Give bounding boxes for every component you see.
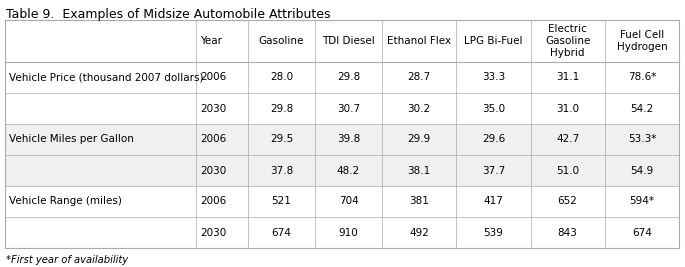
Text: 38.1: 38.1 bbox=[408, 166, 431, 175]
Text: 28.0: 28.0 bbox=[270, 73, 293, 83]
Text: 2030: 2030 bbox=[200, 104, 226, 113]
Text: 594*: 594* bbox=[630, 197, 654, 206]
Text: 29.8: 29.8 bbox=[270, 104, 293, 113]
Text: 910: 910 bbox=[338, 227, 358, 238]
Text: Vehicle Price (thousand 2007 dollars): Vehicle Price (thousand 2007 dollars) bbox=[9, 73, 203, 83]
Text: Vehicle Miles per Gallon: Vehicle Miles per Gallon bbox=[9, 135, 134, 144]
Text: 2030: 2030 bbox=[200, 227, 226, 238]
Text: 42.7: 42.7 bbox=[556, 135, 580, 144]
Text: 28.7: 28.7 bbox=[408, 73, 431, 83]
Text: Gasoline: Gasoline bbox=[259, 36, 304, 46]
Text: Vehicle Range (miles): Vehicle Range (miles) bbox=[9, 197, 122, 206]
Text: 539: 539 bbox=[484, 227, 503, 238]
Text: 51.0: 51.0 bbox=[556, 166, 580, 175]
Text: 2030: 2030 bbox=[200, 166, 226, 175]
Text: 35.0: 35.0 bbox=[482, 104, 505, 113]
Text: *First year of availability: *First year of availability bbox=[6, 255, 128, 265]
Text: 48.2: 48.2 bbox=[337, 166, 360, 175]
Text: 31.0: 31.0 bbox=[556, 104, 580, 113]
Text: 54.9: 54.9 bbox=[630, 166, 653, 175]
Text: Ethanol Flex: Ethanol Flex bbox=[387, 36, 451, 46]
Text: 2006: 2006 bbox=[200, 73, 226, 83]
Text: TDI Diesel: TDI Diesel bbox=[322, 36, 375, 46]
Text: 37.7: 37.7 bbox=[482, 166, 505, 175]
Text: 674: 674 bbox=[271, 227, 291, 238]
Text: Fuel Cell
Hydrogen: Fuel Cell Hydrogen bbox=[616, 30, 667, 52]
Text: 521: 521 bbox=[271, 197, 291, 206]
Text: 29.5: 29.5 bbox=[270, 135, 293, 144]
Text: 492: 492 bbox=[409, 227, 429, 238]
Text: 652: 652 bbox=[558, 197, 577, 206]
Text: LPG Bi-Fuel: LPG Bi-Fuel bbox=[464, 36, 523, 46]
Text: 30.7: 30.7 bbox=[337, 104, 360, 113]
Text: Electric
Gasoline
Hybrid: Electric Gasoline Hybrid bbox=[545, 24, 590, 58]
Text: 78.6*: 78.6* bbox=[627, 73, 656, 83]
Text: 29.8: 29.8 bbox=[337, 73, 360, 83]
Text: 381: 381 bbox=[409, 197, 429, 206]
Text: 674: 674 bbox=[632, 227, 652, 238]
Bar bbox=[5, 155, 679, 186]
Text: 704: 704 bbox=[338, 197, 358, 206]
Text: 29.9: 29.9 bbox=[408, 135, 431, 144]
Text: 39.8: 39.8 bbox=[337, 135, 360, 144]
Text: 843: 843 bbox=[558, 227, 577, 238]
Text: 2006: 2006 bbox=[200, 197, 226, 206]
Text: 417: 417 bbox=[484, 197, 503, 206]
Text: Year: Year bbox=[200, 36, 222, 46]
Text: 2006: 2006 bbox=[200, 135, 226, 144]
Text: Table 9.  Examples of Midsize Automobile Attributes: Table 9. Examples of Midsize Automobile … bbox=[6, 8, 330, 21]
Text: 33.3: 33.3 bbox=[482, 73, 505, 83]
Bar bbox=[5, 124, 679, 155]
Text: 53.3*: 53.3* bbox=[627, 135, 656, 144]
Text: 37.8: 37.8 bbox=[270, 166, 293, 175]
Text: 31.1: 31.1 bbox=[556, 73, 580, 83]
Text: 29.6: 29.6 bbox=[482, 135, 505, 144]
Text: 54.2: 54.2 bbox=[630, 104, 653, 113]
Text: 30.2: 30.2 bbox=[408, 104, 431, 113]
